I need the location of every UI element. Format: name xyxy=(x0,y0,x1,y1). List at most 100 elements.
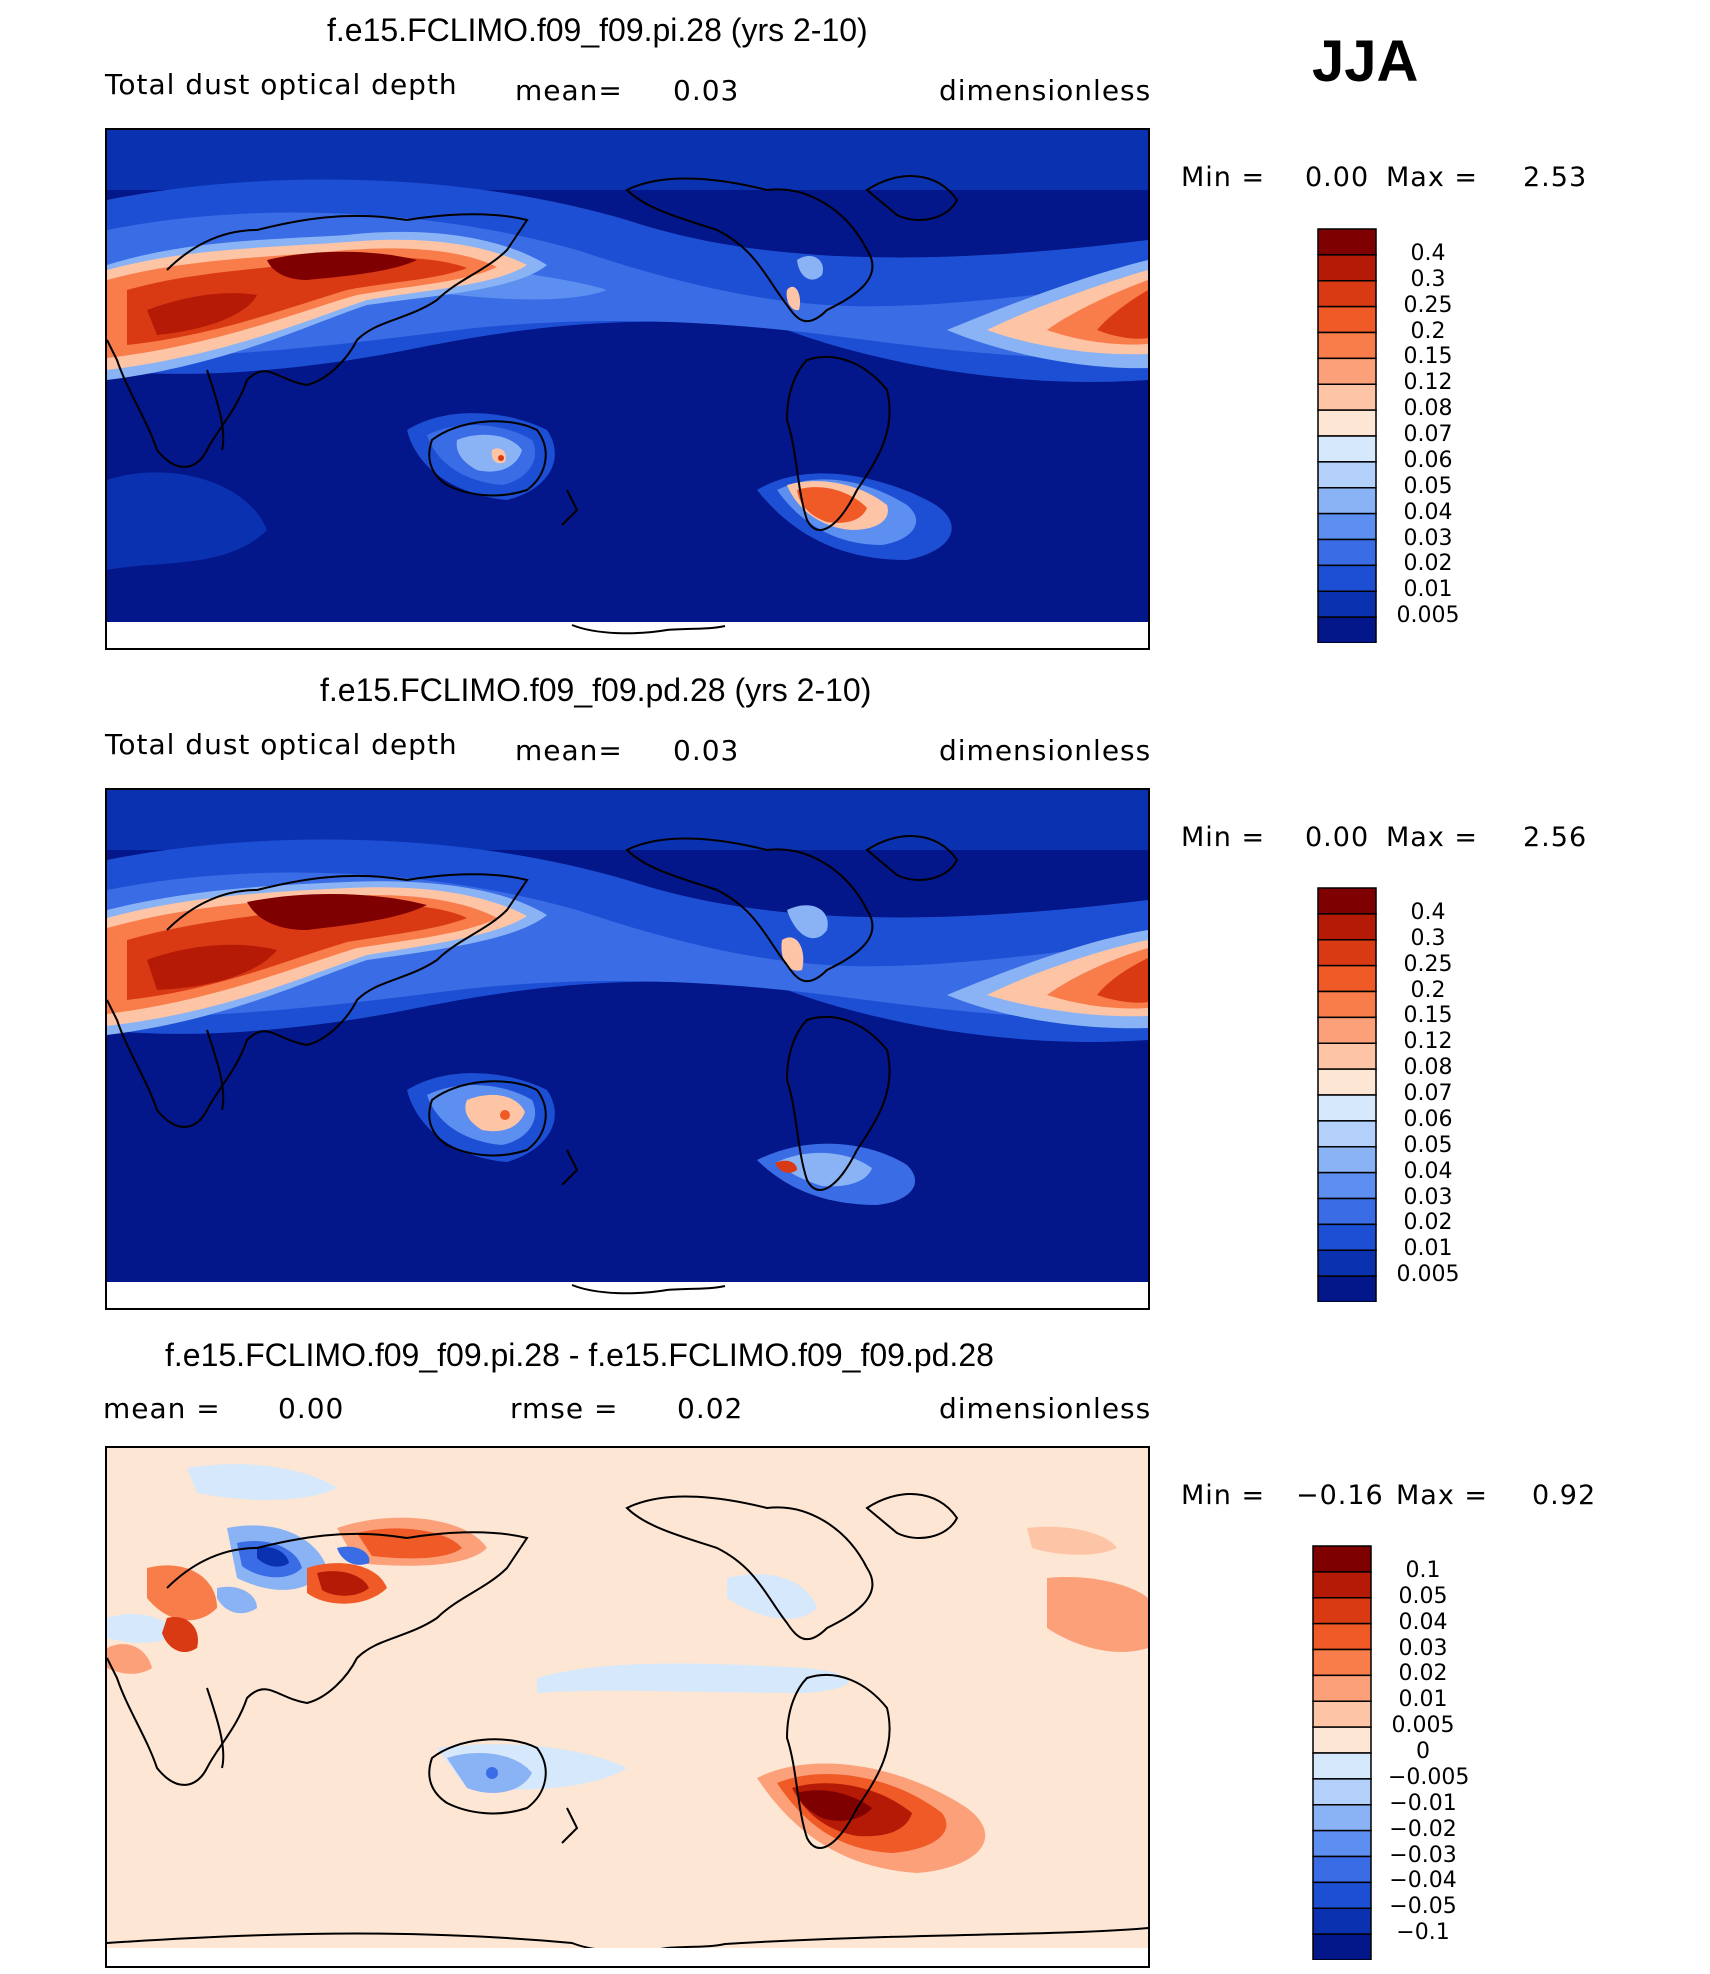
panel1-max-value: 2.53 xyxy=(1523,162,1588,193)
colorbar-tick-label: −0.02 xyxy=(1389,1816,1457,1842)
colorbar-tick-label: 0.04 xyxy=(1403,499,1453,525)
colorbar-swatch xyxy=(1317,254,1377,282)
colorbar-tick-label: 0.03 xyxy=(1398,1635,1448,1661)
colorbar-tick-label: 0.06 xyxy=(1403,1106,1453,1132)
panel1-map-svg xyxy=(107,130,1148,648)
colorbar-swatch xyxy=(1312,1933,1372,1961)
panel1-mean-label: mean= xyxy=(515,74,623,107)
panel3-max-value: 0.92 xyxy=(1532,1480,1597,1511)
panel1-map xyxy=(105,128,1150,650)
colorbar-swatch xyxy=(1312,1907,1372,1935)
panel1-min-label: Min = xyxy=(1181,162,1266,193)
colorbar-swatch xyxy=(1312,1700,1372,1728)
colorbar-swatch xyxy=(1317,409,1377,437)
colorbar-tick-label: 0.15 xyxy=(1403,344,1453,370)
colorbar-swatch xyxy=(1312,1648,1372,1677)
colorbar-tick-label: 0.15 xyxy=(1403,1003,1453,1029)
colorbar-tick-label: 0.08 xyxy=(1403,396,1453,422)
colorbar-tick-label: 0.03 xyxy=(1403,525,1453,551)
panel3-map xyxy=(105,1446,1150,1968)
colorbar-tick-label: 0.2 xyxy=(1410,977,1446,1003)
colorbar-swatch xyxy=(1317,590,1377,618)
colorbar-swatch xyxy=(1317,1197,1377,1226)
colorbar-tick-label: −0.01 xyxy=(1389,1790,1457,1816)
colorbar-tick-label: −0.005 xyxy=(1388,1764,1470,1790)
colorbar-tick-label: 0.1 xyxy=(1405,1557,1441,1583)
colorbar-swatch xyxy=(1317,990,1377,1019)
colorbar-swatch xyxy=(1317,487,1377,515)
colorbar-tick-label: 0.02 xyxy=(1403,551,1453,577)
panel1-max-label: Max = xyxy=(1386,162,1479,193)
panel1-title: f.e15.FCLIMO.f09_f09.pi.28 (yrs 2-10) xyxy=(327,12,868,48)
panel1-variable: Total dust optical depth xyxy=(105,68,458,101)
colorbar-swatch xyxy=(1317,435,1377,463)
panel1-units: dimensionless xyxy=(939,74,1152,107)
colorbar-tick-label: 0.005 xyxy=(1396,603,1460,629)
panel1-min-value: 0.00 xyxy=(1305,162,1370,193)
colorbar-tick-label: 0.02 xyxy=(1403,1210,1453,1236)
colorbar-swatch xyxy=(1312,1674,1372,1702)
panel3-map-svg xyxy=(107,1448,1148,1966)
colorbar-swatch xyxy=(1317,383,1377,411)
colorbar-swatch xyxy=(1317,913,1377,941)
colorbar-swatch xyxy=(1312,1545,1372,1573)
colorbar-swatch xyxy=(1317,1223,1377,1251)
panel2-mean-value: 0.03 xyxy=(673,734,740,767)
panel2-map xyxy=(105,788,1150,1310)
colorbar-tick-label: 0.005 xyxy=(1391,1713,1455,1739)
colorbar-swatch xyxy=(1317,538,1377,567)
colorbar-tick-label: 0.01 xyxy=(1403,1236,1453,1262)
panel2-colorbar-svg xyxy=(1317,887,1377,1303)
colorbar-tick-label: −0.03 xyxy=(1389,1842,1457,1868)
colorbar-tick-label: 0.25 xyxy=(1403,951,1453,977)
colorbar-swatch xyxy=(1317,1016,1377,1044)
colorbar-tick-label: 0.04 xyxy=(1403,1158,1453,1184)
panel3-max-label: Max = xyxy=(1396,1480,1489,1511)
colorbar-tick-label: −0.05 xyxy=(1389,1894,1457,1920)
colorbar-tick-label: 0.4 xyxy=(1410,240,1446,266)
colorbar-tick-label: −0.1 xyxy=(1396,1920,1450,1946)
colorbar-swatch xyxy=(1317,887,1377,915)
colorbar-swatch xyxy=(1312,1855,1372,1884)
colorbar-swatch xyxy=(1317,1146,1377,1174)
colorbar-tick-label: 0.4 xyxy=(1410,899,1446,925)
colorbar-tick-label: 0 xyxy=(1416,1739,1430,1764)
panel3-title: f.e15.FCLIMO.f09_f09.pi.28 - f.e15.FCLIM… xyxy=(165,1337,994,1373)
panel3-colorbar-svg xyxy=(1312,1545,1372,1961)
colorbar-swatch xyxy=(1312,1726,1372,1754)
colorbar-swatch xyxy=(1317,939,1377,967)
colorbar-swatch xyxy=(1312,1804,1372,1832)
colorbar-swatch xyxy=(1317,280,1377,308)
colorbar-swatch xyxy=(1312,1571,1372,1599)
colorbar-tick-label: 0.005 xyxy=(1396,1262,1460,1288)
colorbar-swatch xyxy=(1317,1275,1377,1303)
panel3-mean-label: mean = xyxy=(103,1392,221,1425)
colorbar-tick-label: 0.12 xyxy=(1403,370,1453,396)
colorbar-tick-label: 0.02 xyxy=(1398,1661,1448,1687)
colorbar-swatch xyxy=(1317,357,1377,385)
panel3-colorbar: 0.1 0.05 0.04 0.03 0.02 0.01 0.005 0 −0.005 −0.01… xyxy=(1312,1545,1469,1965)
colorbar-tick-label: 0.03 xyxy=(1403,1184,1453,1210)
panel2-units: dimensionless xyxy=(939,734,1152,767)
panel2-max-label: Max = xyxy=(1386,822,1479,853)
panel3-min-label: Min = xyxy=(1181,1480,1266,1511)
colorbar-swatch xyxy=(1317,228,1377,256)
panel3-mean-value: 0.00 xyxy=(278,1392,345,1425)
colorbar-tick-label: 0.04 xyxy=(1398,1609,1448,1635)
panel2-colorbar: 0.4 0.3 0.25 0.2 0.15 0.12 0.08 0.07 0.06 0.05 0.0… xyxy=(1317,887,1459,1307)
colorbar-swatch xyxy=(1317,616,1377,644)
colorbar-swatch xyxy=(1312,1622,1372,1651)
colorbar-swatch xyxy=(1317,1120,1377,1148)
colorbar-swatch xyxy=(1317,305,1377,334)
colorbar-swatch xyxy=(1317,1094,1377,1122)
colorbar-swatch xyxy=(1312,1597,1372,1625)
colorbar-swatch xyxy=(1317,564,1377,592)
colorbar-tick-label: 0.01 xyxy=(1403,577,1453,603)
colorbar-swatch xyxy=(1317,1068,1377,1096)
colorbar-swatch xyxy=(1317,1249,1377,1277)
colorbar-tick-label: 0.3 xyxy=(1410,925,1446,951)
colorbar-swatch xyxy=(1312,1778,1372,1806)
panel1-colorbar: 0.4 0.3 0.25 0.2 0.15 0.12 0.08 0.07 0.06 0.05 0.0… xyxy=(1317,228,1459,648)
colorbar-tick-label: 0.25 xyxy=(1403,292,1453,318)
colorbar-tick-label: 0.08 xyxy=(1403,1055,1453,1081)
